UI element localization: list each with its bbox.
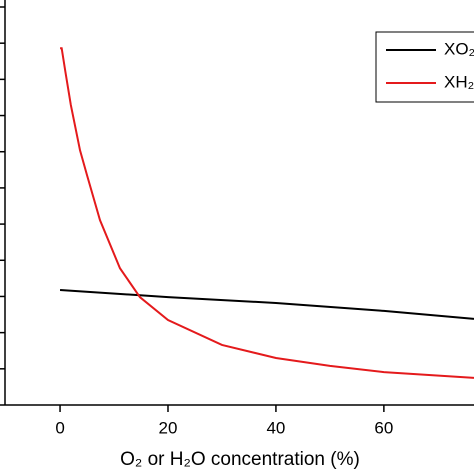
data-line — [60, 47, 474, 379]
legend-label: XO₂ — [444, 39, 474, 58]
x-tick-label: 0 — [55, 418, 64, 437]
x-tick-label: 40 — [266, 418, 285, 437]
x-axis-label: O₂ or H₂O concentration (%) — [120, 449, 360, 470]
x-tick-label: 60 — [374, 418, 393, 437]
x-tick-label: 20 — [159, 418, 178, 437]
legend-label: XH₂O — [444, 72, 474, 91]
legend-box — [375, 31, 474, 103]
data-line — [59, 288, 474, 320]
